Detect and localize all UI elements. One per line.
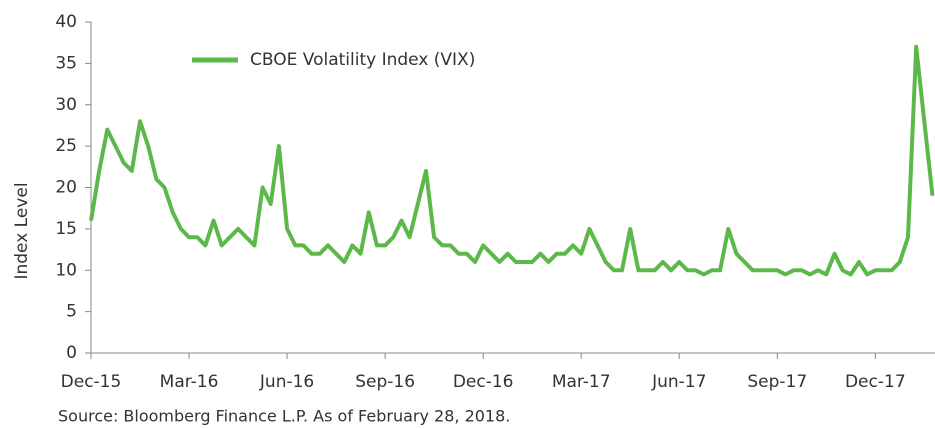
x-tick-label: Mar-16 [160,372,219,392]
y-tick-label: 0 [66,343,77,363]
legend-label: CBOE Volatility Index (VIX) [250,50,475,70]
y-axis-label: Index Level [12,182,32,279]
series-line [89,44,935,277]
x-tick-label: Dec-16 [453,372,514,392]
y-tick-label: 30 [55,95,77,115]
y-tick-label: 10 [55,260,77,280]
x-tick-label: Mar-17 [552,372,611,392]
x-tick-label: Jun-16 [259,372,314,392]
y-tick-label: 20 [55,178,77,198]
source-note: Source: Bloomberg Finance L.P. As of Feb… [58,407,510,426]
y-tick-label: 15 [55,219,77,239]
x-tick-label: Dec-15 [61,372,122,392]
x-tick-label: Jun-17 [651,372,706,392]
y-tick-label: 35 [55,53,77,73]
x-tick-label: Dec-17 [845,372,906,392]
y-tick-label: 40 [55,12,77,32]
x-tick-label: Sep-17 [747,372,807,392]
y-tick-label: 5 [66,302,77,322]
y-tick-label: 25 [55,136,77,156]
x-tick-label: Sep-16 [355,372,415,392]
